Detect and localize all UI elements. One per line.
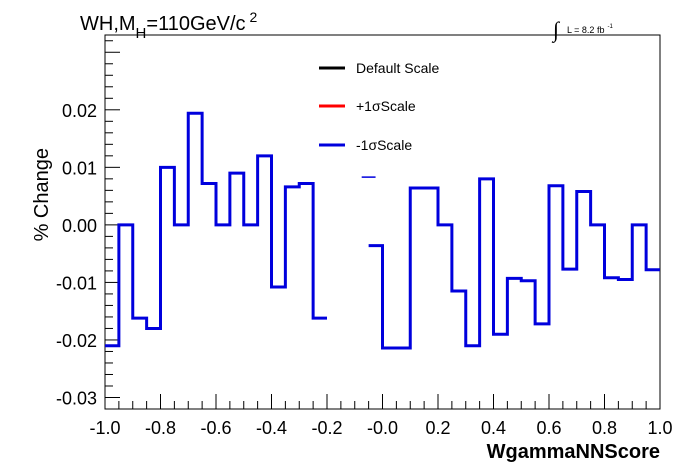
x-tick-label: 0.8: [592, 418, 617, 438]
y-tick-label: 0.00: [62, 216, 97, 236]
series-layer: [105, 111, 660, 350]
x-tick-label: -1.0: [89, 418, 120, 438]
y-tick-label: -0.02: [56, 331, 97, 351]
x-tick-label: 0.6: [536, 418, 561, 438]
lumi-text: L = 8.2 fb: [567, 25, 604, 35]
chart-title-rest: =110GeV/c: [146, 13, 245, 35]
series-minus1sigma-line: [105, 111, 327, 348]
lumi-integral: ∫: [551, 17, 561, 43]
y-tick-label: 0.01: [62, 158, 97, 178]
y-tick-label: -0.01: [56, 273, 97, 293]
x-tick-label: -0.0: [367, 418, 398, 438]
y-axis-label: % Change: [31, 148, 53, 241]
lumi-sup: -1: [607, 24, 613, 30]
y-tick-label: 0.02: [62, 101, 97, 121]
chart-title-main: WH,M: [80, 13, 136, 35]
x-tick-label: -0.6: [200, 418, 231, 438]
legend-label-default: Default Scale: [356, 60, 439, 76]
legend: Default Scale +1σScale -1σScale: [319, 60, 439, 153]
y-axis-ticks: -0.03 -0.02 -0.01 0.00 0.01 0.02: [56, 40, 120, 410]
x-axis-label: WgammaNNScore: [487, 441, 660, 463]
x-tick-label: 0.2: [425, 418, 450, 438]
x-tick-label: -0.2: [311, 418, 342, 438]
y-tick-label: -0.03: [56, 388, 97, 408]
chart-title-sup: 2: [250, 9, 258, 25]
x-axis-ticks: -1.0 -0.8 -0.6 -0.4 -0.2 -0.0 0.2 0.4 0.6 0.8 1.0: [89, 394, 673, 438]
x-tick-label: -0.8: [145, 418, 176, 438]
series-minus1sigma-line: [368, 177, 660, 350]
x-tick-label: 0.4: [481, 418, 506, 438]
legend-label-plus1sigma: +1σScale: [356, 98, 416, 114]
chart-title-sub: H: [136, 25, 147, 42]
legend-label-minus1sigma: -1σScale: [356, 137, 412, 153]
chart-title: WH,MH=110GeV/c 2: [80, 9, 258, 42]
x-tick-label: 1.0: [647, 418, 672, 438]
x-tick-label: -0.4: [256, 418, 287, 438]
lumi-label: L = 8.2 fb -1: [567, 24, 613, 35]
